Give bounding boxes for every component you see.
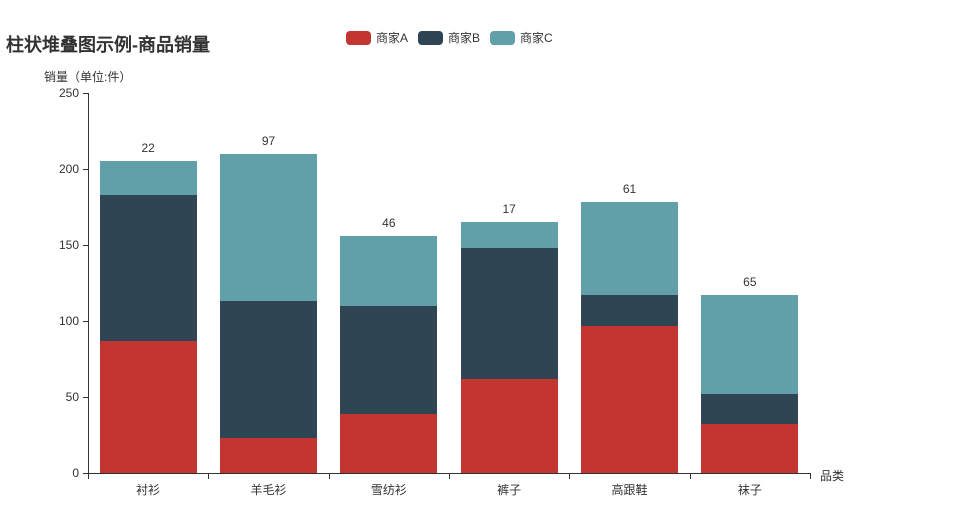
bar-segment-商家C-雪纺衫[interactable] (340, 235, 438, 306)
y-axis-tick-label: 200 (58, 162, 79, 176)
x-axis-tick (689, 474, 691, 479)
bar-value-label: 46 (382, 215, 396, 230)
bar-value-label: 61 (622, 182, 637, 197)
legend: 商家A 商家B 商家C (346, 31, 553, 45)
x-axis-tick (569, 474, 571, 479)
bar-segment-商家C-高跟鞋[interactable] (581, 202, 678, 296)
legend-swatch-icon (490, 31, 516, 45)
y-axis-tick-label: 0 (72, 466, 79, 480)
legend-item-1[interactable]: 商家B (418, 31, 480, 45)
bar-segment-商家B-裤子[interactable] (460, 248, 558, 379)
bar-segment-商家A-袜子[interactable] (701, 424, 799, 473)
legend-label: 商家B (448, 31, 481, 45)
bar-segment-商家C-袜子[interactable] (701, 295, 799, 394)
y-axis-tick (83, 397, 88, 398)
bar-segment-商家A-羊毛衫[interactable] (220, 438, 317, 473)
x-axis-category-label: 高跟鞋 (611, 483, 648, 497)
y-axis-tick (83, 473, 88, 474)
x-axis-tick (449, 474, 450, 479)
legend-swatch-icon (418, 31, 444, 45)
legend-swatch-icon (346, 31, 371, 45)
x-axis-tick (810, 474, 811, 479)
bar-value-label: 65 (743, 275, 757, 290)
x-axis-tick (88, 474, 89, 479)
bar-segment-商家A-雪纺衫[interactable] (340, 413, 438, 473)
bar-segment-商家B-高跟鞋[interactable] (581, 295, 678, 326)
x-axis-category-label: 裤子 (497, 483, 522, 497)
legend-label: 商家A (376, 31, 409, 45)
y-axis-tick (83, 321, 88, 322)
bar-segment-商家B-羊毛衫[interactable] (220, 301, 317, 439)
legend-label: 商家C (520, 31, 553, 45)
y-axis-line (88, 93, 89, 474)
y-axis-tick-label: 50 (65, 390, 79, 404)
y-axis-tick (83, 169, 88, 170)
bar-segment-商家C-裤子[interactable] (460, 222, 558, 249)
y-axis-tick (83, 93, 88, 94)
x-axis-category-label: 雪纺衫 (370, 483, 407, 497)
x-axis-line (88, 473, 811, 474)
bar-segment-商家B-衬衫[interactable] (99, 194, 197, 341)
x-axis-category-label: 衬衫 (136, 483, 161, 497)
bar-segment-商家C-衬衫[interactable] (99, 161, 197, 195)
y-axis-tick-label: 250 (58, 86, 79, 100)
y-axis-tick-label: 150 (58, 238, 79, 252)
y-axis-name: 销量（单位:件） (44, 70, 132, 84)
y-axis-tick-label: 100 (58, 314, 79, 328)
x-axis-category-label: 袜子 (737, 483, 762, 497)
bar-segment-商家B-雪纺衫[interactable] (340, 305, 438, 414)
bar-segment-商家A-裤子[interactable] (460, 378, 558, 473)
x-axis-tick (208, 474, 210, 479)
bar-segment-商家C-羊毛衫[interactable] (220, 153, 317, 302)
x-axis-name: 品类 (820, 469, 845, 483)
legend-item-0[interactable]: 商家A (346, 31, 408, 45)
legend-item-2[interactable]: 商家C (490, 31, 553, 45)
bar-value-label: 97 (261, 133, 276, 148)
y-axis-tick (83, 245, 88, 246)
bar-value-label: 22 (141, 141, 155, 156)
x-axis-tick (328, 474, 330, 479)
bar-segment-商家B-袜子[interactable] (701, 393, 799, 425)
bar-segment-商家A-高跟鞋[interactable] (581, 325, 678, 473)
bar-value-label: 17 (502, 202, 516, 217)
x-axis-category-label: 羊毛衫 (250, 483, 287, 497)
chart-title: 柱状堆叠图示例-商品销量 (6, 35, 210, 55)
bar-segment-商家A-衬衫[interactable] (99, 340, 197, 473)
